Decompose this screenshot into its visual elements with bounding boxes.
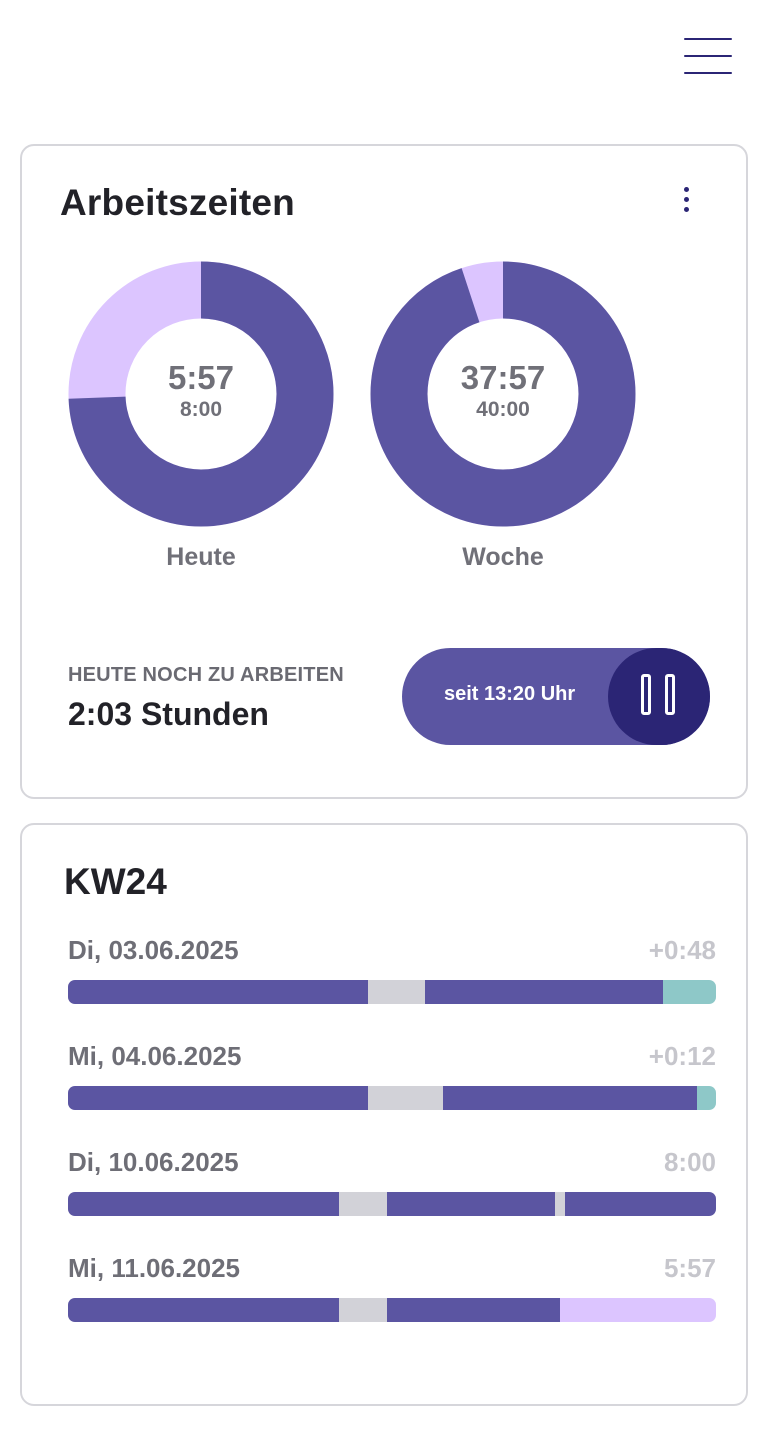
- calendar-week-title: KW24: [64, 861, 167, 902]
- today-target-value: 8:00: [179, 398, 223, 421]
- timeline-segment-overtime: [662, 980, 716, 1004]
- day-total: +0:12: [648, 1041, 716, 1071]
- week-donut: 37:57 40:00 Woche: [370, 261, 636, 571]
- week-label: Woche: [462, 543, 544, 571]
- timeline-segment-work: [387, 1298, 561, 1322]
- card-title: Arbeitszeiten: [60, 182, 295, 223]
- timeline-segment-remaining: [560, 1298, 716, 1322]
- timer-toggle[interactable]: seit 13:20 Uhr: [402, 648, 710, 745]
- timer-since-text: seit 13:20 Uhr: [444, 683, 576, 705]
- timeline-segment-work: [68, 980, 369, 1004]
- timeline-segment-work: [443, 1086, 698, 1110]
- hamburger-menu-icon[interactable]: [684, 36, 732, 76]
- week-target-value: 40:00: [476, 398, 530, 421]
- timeline-segment-break: [338, 1298, 388, 1322]
- timeline-segment-break: [555, 1192, 565, 1216]
- today-donut: 5:57 8:00 Heute: [68, 261, 334, 571]
- pause-button[interactable]: [608, 648, 710, 745]
- day-timeline-bar: [68, 1086, 716, 1110]
- timeline-segment-break: [338, 1192, 388, 1216]
- week-overview-card: KW24 Di, 03.06.2025 +0:48 Mi, 04.06.2025…: [20, 823, 748, 1406]
- week-donut-chart: [370, 261, 636, 527]
- timeline-segment-work: [68, 1192, 339, 1216]
- remaining-value: 2:03 Stunden: [68, 696, 269, 732]
- today-worked-value: 5:57: [167, 359, 235, 396]
- day-date: Di, 03.06.2025: [68, 935, 239, 965]
- timeline-segment-break: [368, 1086, 444, 1110]
- more-vertical-icon[interactable]: [672, 184, 700, 216]
- today-progress-ring: [68, 261, 334, 527]
- timeline-segment-work: [425, 980, 663, 1004]
- timeline-segment-work: [68, 1086, 369, 1110]
- week-progress-ring: [370, 261, 636, 527]
- today-label: Heute: [166, 543, 236, 571]
- work-times-card: Arbeitszeiten 5:57 8:00 Heute 37:57 40:0…: [20, 144, 748, 799]
- day-date: Mi, 11.06.2025: [68, 1253, 241, 1283]
- today-donut-chart: [68, 261, 334, 527]
- timeline-segment-work: [565, 1192, 716, 1216]
- timeline-segment-overtime: [697, 1086, 716, 1110]
- timeline-segment-work: [387, 1192, 556, 1216]
- day-timeline-bar: [68, 980, 716, 1004]
- day-total: 8:00: [663, 1147, 716, 1177]
- remaining-caption: HEUTE NOCH ZU ARBEITEN: [68, 664, 344, 686]
- timeline-segment-work: [68, 1298, 339, 1322]
- timeline-segment-break: [368, 980, 426, 1004]
- day-total: 5:57: [663, 1253, 716, 1283]
- day-date: Di, 10.06.2025: [68, 1147, 239, 1177]
- day-timeline-bar: [68, 1298, 716, 1322]
- day-timeline-bar: [68, 1192, 716, 1216]
- day-date: Mi, 04.06.2025: [68, 1041, 242, 1071]
- week-worked-value: 37:57: [460, 359, 546, 396]
- day-total: +0:48: [648, 935, 716, 965]
